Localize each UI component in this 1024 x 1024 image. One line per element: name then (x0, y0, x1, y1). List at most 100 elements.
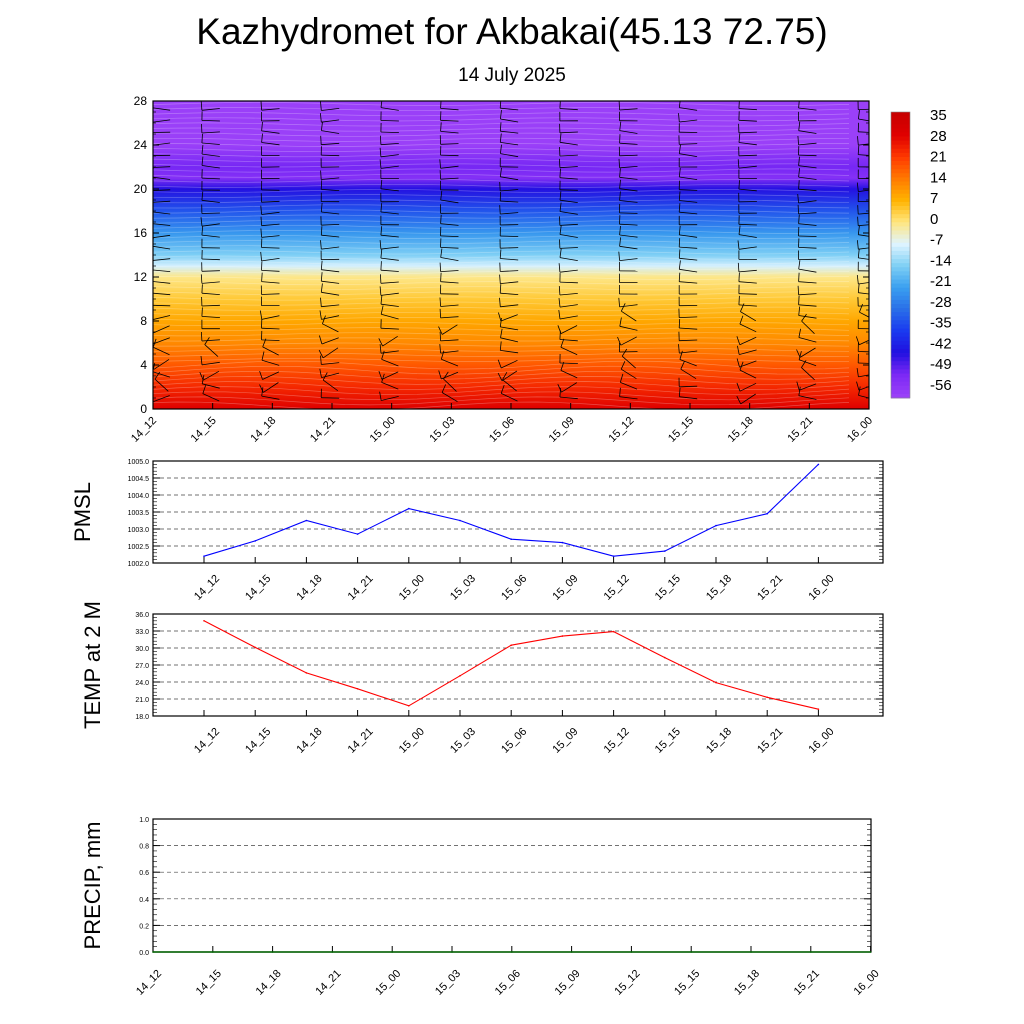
contour-line (153, 117, 850, 122)
wind-barb-shaft (679, 327, 698, 330)
wind-barb-shaft (321, 234, 340, 238)
wind-barb-shaft (679, 200, 698, 203)
y-tick-label: 1002.5 (128, 544, 150, 551)
wind-barb-shaft (440, 304, 459, 307)
wind-barb-shaft (679, 339, 698, 342)
wind-barb-feather (381, 373, 385, 383)
wind-barb-shaft (201, 270, 220, 272)
wind-barb-shaft (261, 281, 280, 284)
colorbar-frame (890, 111, 911, 399)
wind-barb-feather (378, 370, 383, 380)
wind-barb-shaft (201, 316, 220, 318)
colorbar-band (891, 144, 910, 150)
x-tick-label: 15_18 (704, 573, 734, 603)
wind-barb-feather (440, 101, 442, 109)
wind-barb-shaft (500, 304, 519, 308)
data-point (254, 646, 256, 649)
wind-barb-shaft (380, 154, 399, 158)
wind-barb-feather (738, 180, 740, 190)
contour-line (153, 230, 850, 234)
precip-panel: 0.0 0.2 0.4 0.6 0.8 1.0 14_12 14_15 14_18 14_21 15… (80, 817, 882, 998)
wind-barb-feather (320, 135, 322, 145)
contour-line (153, 102, 850, 106)
wind-barb-shaft (443, 378, 457, 392)
x-tick-label: 14_15 (243, 726, 273, 756)
wind-barb-shaft (738, 246, 757, 250)
wind-barb-feather (497, 372, 503, 381)
wind-barb-shaft (798, 315, 817, 319)
colorbar-band (891, 316, 910, 321)
colorbar-band (891, 161, 910, 166)
wind-barb-feather (678, 225, 681, 235)
x-tick-label: 15_12 (602, 726, 632, 756)
colorbar-band (891, 389, 910, 395)
wind-barb-shaft (679, 176, 698, 180)
colorbar-label: -42 (930, 336, 952, 353)
wind-barb-shaft (858, 351, 869, 353)
wind-barb-shaft (738, 119, 757, 122)
wind-barb-shaft (153, 223, 171, 226)
wind-barb-feather (151, 136, 152, 145)
colorbar-band (891, 120, 910, 125)
data-point (664, 550, 666, 552)
wind-barb-shaft (321, 224, 340, 226)
wind-barb-shaft (619, 245, 638, 250)
wind-barb-shaft (620, 382, 638, 390)
colorbar-band (891, 181, 910, 186)
wind-barb-shaft (680, 368, 697, 380)
wind-barb-feather (502, 371, 508, 380)
temperature-contours (153, 102, 850, 409)
wind-barb-shaft (738, 269, 757, 273)
wind-barb-shaft (559, 362, 578, 364)
colorbar-band (891, 112, 910, 117)
wind-barb-feather (380, 179, 383, 189)
wind-barb-shaft (858, 374, 869, 378)
colorbar-band (891, 348, 910, 354)
x-tick-label: 14_15 (243, 573, 273, 603)
wind-barb-feather (499, 133, 502, 143)
wind-barb-shaft (738, 165, 757, 169)
colorbar-band (891, 124, 910, 129)
wind-barb-feather (736, 382, 741, 392)
x-tick-label: 15_12 (602, 573, 632, 603)
wind-barb-shaft (201, 212, 220, 214)
wind-barb-shaft (501, 370, 518, 382)
wind-barb-shaft (619, 176, 638, 180)
wind-barb-feather (440, 350, 445, 360)
wind-barb-feather (559, 133, 562, 143)
wind-barb-shaft (201, 281, 220, 284)
panel-frame (152, 818, 872, 953)
wind-barb-feather (558, 298, 561, 308)
wind-barb-feather (440, 272, 442, 282)
wind-barb-shaft (739, 336, 757, 346)
y-tick-label: 0.6 (139, 870, 149, 877)
wind-barb-feather (801, 313, 807, 322)
panel-frame (152, 460, 884, 564)
y-tick-label: 30.0 (135, 646, 149, 653)
wind-barb-shaft (798, 223, 817, 226)
wind-barb-feather (439, 297, 441, 307)
colorbar-band (891, 246, 910, 252)
colorbar-band (891, 373, 910, 378)
wind-barb-shaft (202, 383, 220, 389)
y-tick-label: 0.8 (139, 844, 149, 851)
contour-line (153, 337, 850, 342)
data-point (869, 951, 872, 953)
wind-barb-feather (438, 370, 442, 380)
contour-line (153, 360, 850, 370)
x-tick-label: 14_15 (189, 415, 219, 445)
wind-barb-shaft (201, 165, 220, 169)
wind-barb-shaft (321, 362, 340, 365)
wind-barb-feather (798, 168, 800, 178)
contour-line (153, 163, 850, 168)
wind-barb-shaft (201, 108, 220, 111)
wind-barb-shaft (381, 371, 399, 380)
contour-line (153, 347, 850, 352)
wind-barb-shaft (619, 188, 638, 192)
wind-barb-feather (678, 238, 681, 248)
data-point (203, 620, 205, 622)
wind-barb-shaft (380, 143, 399, 146)
colorbar-band (891, 385, 910, 391)
wind-barb-feather (619, 168, 621, 178)
contour-line (153, 194, 850, 199)
